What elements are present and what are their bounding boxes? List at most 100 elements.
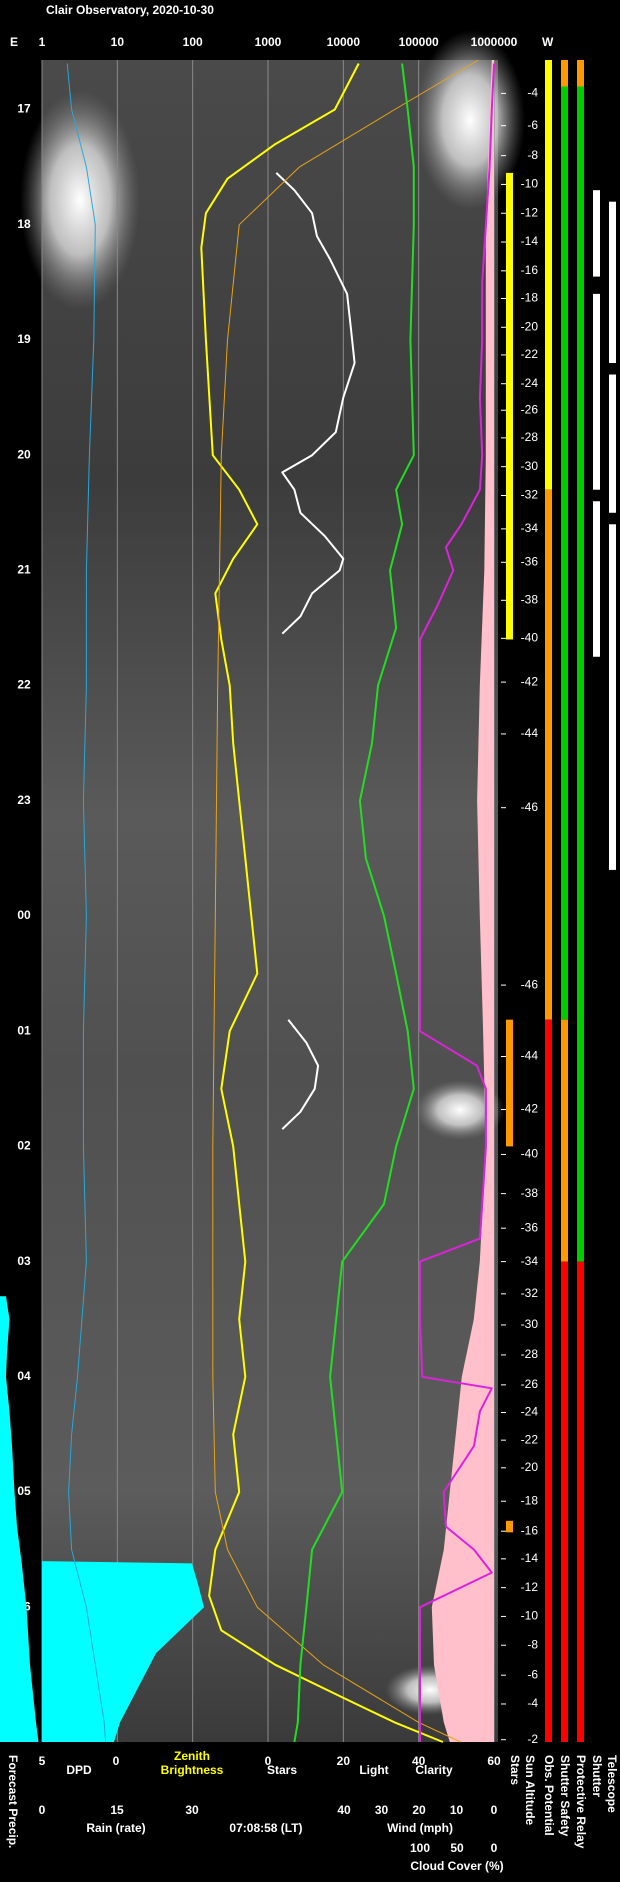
- scale-tick-label: 60: [487, 1754, 501, 1768]
- vertical-label: Forecast Precip.: [6, 1755, 20, 1848]
- east-label: E: [10, 35, 18, 49]
- series-label: Stars: [267, 1763, 297, 1777]
- x-tick-label: 1: [39, 35, 46, 49]
- y-tick-label: 21: [17, 563, 31, 577]
- sun-altitude-label: -24: [521, 376, 539, 390]
- sun-altitude-label: -40: [521, 1147, 539, 1161]
- status-segment: [561, 86, 568, 1020]
- status-segment: [609, 374, 616, 513]
- sun-altitude-label: -10: [521, 177, 539, 191]
- vertical-label: Shutter Safety: [558, 1755, 572, 1837]
- status-segment: [561, 1261, 568, 1742]
- status-segment: [545, 1019, 552, 1742]
- vertical-label: Shutter: [590, 1755, 604, 1797]
- sun-altitude-label: -20: [521, 319, 539, 333]
- forecast-area: [0, 1296, 39, 1742]
- series-line: [66, 63, 107, 1743]
- status-segment: [506, 172, 513, 640]
- scale-tick-label: 40: [337, 1803, 351, 1817]
- cloud-glow: [415, 30, 525, 210]
- scale-tick-label: 30: [185, 1803, 199, 1817]
- vertical-label: Sun Altitude: [523, 1755, 537, 1826]
- scale-tick-label: 20: [337, 1754, 351, 1768]
- timestamp: 07:08:58 (LT): [229, 1821, 302, 1835]
- sun-altitude-label: -34: [521, 1254, 539, 1268]
- sun-altitude-label: -12: [521, 205, 539, 219]
- y-tick-label: 03: [17, 1254, 31, 1268]
- scale-tick-label: 15: [110, 1803, 124, 1817]
- sun-altitude-label: -4: [527, 86, 538, 100]
- status-segment: [593, 190, 600, 277]
- y-tick-label: 17: [17, 102, 31, 116]
- series-area: [431, 60, 494, 1742]
- sun-altitude-label: -6: [527, 118, 538, 132]
- scale-tick-label: 0: [265, 1754, 272, 1768]
- sun-altitude-label: -30: [521, 1317, 539, 1331]
- scale-tick-label: 10: [450, 1803, 464, 1817]
- series-line: [200, 63, 444, 1743]
- sun-altitude-label: -40: [521, 631, 539, 645]
- sun-altitude-label: -32: [521, 488, 539, 502]
- sun-altitude-label: -6: [527, 1667, 538, 1681]
- sun-altitude-label: -36: [521, 1220, 539, 1234]
- scale-label: Wind (mph): [387, 1821, 453, 1835]
- status-segment: [577, 1261, 584, 1742]
- series-line: [293, 63, 415, 1743]
- status-segment: [506, 1520, 513, 1533]
- chart-title: Clair Observatory, 2020-10-30: [46, 3, 214, 17]
- sun-altitude-label: -42: [521, 1102, 539, 1116]
- sun-altitude-label: -14: [521, 1551, 539, 1565]
- y-tick-label: 04: [17, 1369, 31, 1383]
- scale-tick-label: 0: [491, 1841, 498, 1855]
- sun-altitude-label: -38: [521, 1186, 539, 1200]
- scale-tick-label: 0: [39, 1803, 46, 1817]
- sun-altitude-label: -42: [521, 674, 539, 688]
- sun-altitude-label: -26: [521, 1377, 539, 1391]
- sun-altitude-label: -22: [521, 347, 539, 361]
- y-tick-label: 02: [17, 1139, 31, 1153]
- sun-altitude-label: -28: [521, 430, 539, 444]
- x-tick-label: 10000: [327, 35, 361, 49]
- sun-altitude-label: -36: [521, 554, 539, 568]
- sky-image: [42, 60, 498, 1742]
- series-area: [42, 1561, 204, 1742]
- scale-label: Cloud Cover (%): [410, 1859, 503, 1873]
- sun-altitude-label: -16: [521, 263, 539, 277]
- y-tick-label: 23: [17, 793, 31, 807]
- sun-altitude-label: -32: [521, 1286, 539, 1300]
- cloud-glow: [20, 90, 140, 310]
- y-tick-label: 01: [17, 1023, 31, 1037]
- status-segment: [609, 524, 616, 870]
- sun-altitude-label: -26: [521, 402, 539, 416]
- y-tick-label: 22: [17, 678, 31, 692]
- series-label: Light: [359, 1763, 388, 1777]
- sun-altitude-label: -18: [521, 291, 539, 305]
- west-label: W: [542, 35, 554, 49]
- x-tick-label: 100000: [399, 35, 439, 49]
- x-tick-label: 100: [183, 35, 203, 49]
- sun-altitude-label: -38: [521, 592, 539, 606]
- x-tick-label: 1000: [255, 35, 282, 49]
- scale-tick-label: 0: [113, 1754, 120, 1768]
- scale-tick-label: 30: [375, 1803, 389, 1817]
- series-line: [212, 59, 479, 1743]
- sun-altitude-label: -34: [521, 521, 539, 535]
- sun-altitude-label: -16: [521, 1523, 539, 1537]
- cloud-glow: [415, 1080, 505, 1140]
- sun-altitude-label: -4: [527, 1696, 538, 1710]
- sun-altitude-label: -30: [521, 459, 539, 473]
- x-tick-label: 1000000: [471, 35, 518, 49]
- sun-altitude-label: -24: [521, 1405, 539, 1419]
- sun-altitude-label: -8: [527, 148, 538, 162]
- sun-altitude-label: -12: [521, 1580, 539, 1594]
- scale-tick-label: 100: [410, 1841, 430, 1855]
- status-segment: [545, 489, 552, 1020]
- vertical-label: Protective Relay: [574, 1755, 588, 1849]
- vertical-label: Stars: [508, 1755, 522, 1785]
- series-label: Clarity: [415, 1763, 453, 1777]
- sun-altitude-label: -46: [521, 800, 539, 814]
- vertical-label: Obs. Potential: [542, 1755, 556, 1836]
- scale-tick-label: 40: [412, 1754, 426, 1768]
